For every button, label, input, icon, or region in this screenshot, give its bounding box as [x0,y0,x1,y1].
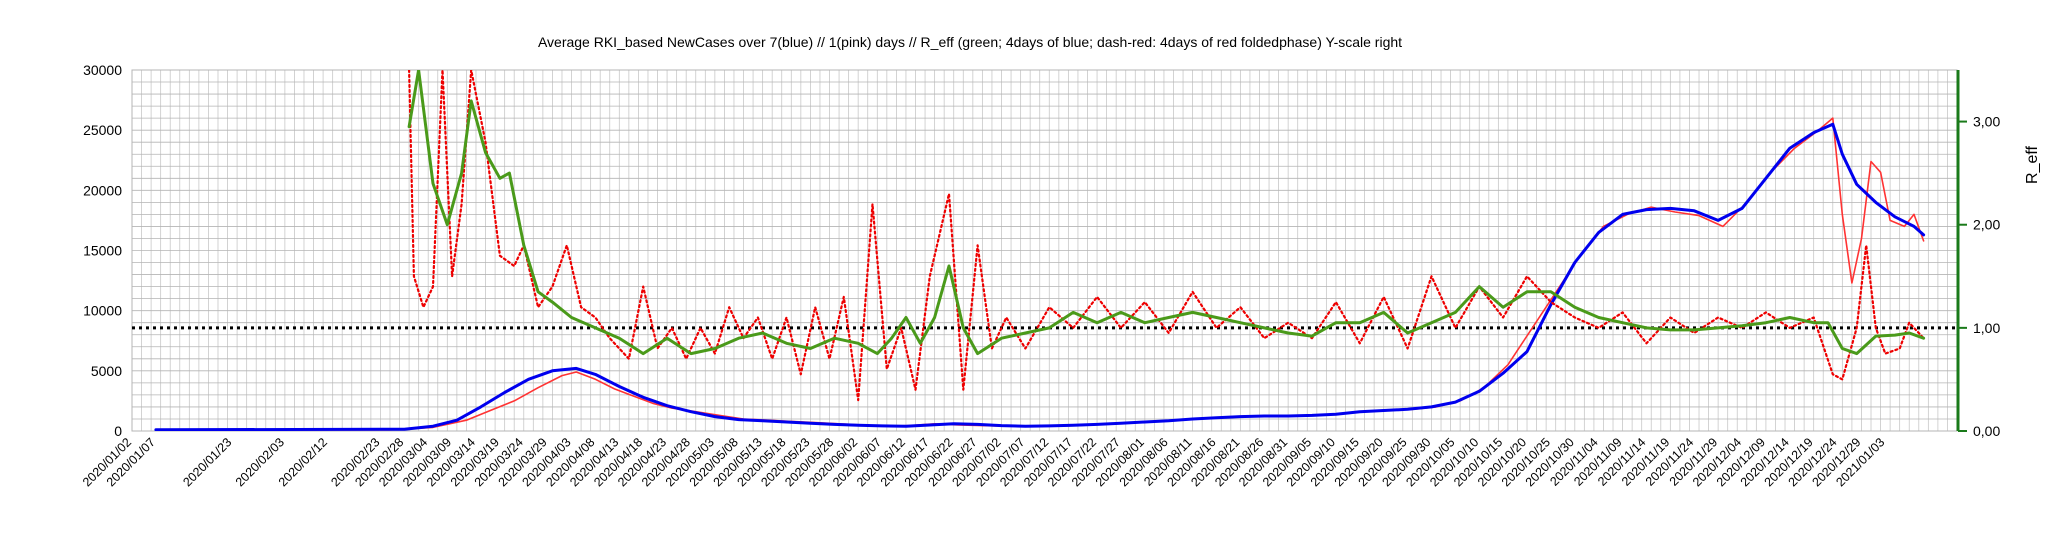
y-left-tick-label: 30000 [83,62,122,78]
series-lines [132,70,1957,431]
y-right-tick-label: 1,00 [1973,320,2000,336]
y-left-tick-label: 5000 [91,363,122,379]
y-left-tick-label: 20000 [83,182,122,198]
y-left-tick-label: 10000 [83,303,122,319]
grid [131,69,1958,432]
y-left-tick-label: 15000 [83,243,122,259]
y-right-tick-label: 2,00 [1973,217,2000,233]
x-tick-label: 2020/01/23 [180,435,234,489]
series-7day-average-line [154,122,1926,431]
chart-title: Average RKI_based NewCases over 7(blue) … [538,34,1402,50]
y-left-tick-label: 0 [114,423,122,439]
series-r-eff-green-line [407,70,1926,356]
series-r-eff-folded-dashed-line [408,70,1925,402]
y-right-tick-label: 3,00 [1973,114,2000,130]
right-axis-label: R_eff [2024,145,2041,184]
y-right-tick-label: 0,00 [1973,423,2000,439]
y-left-tick-label: 25000 [83,122,122,138]
